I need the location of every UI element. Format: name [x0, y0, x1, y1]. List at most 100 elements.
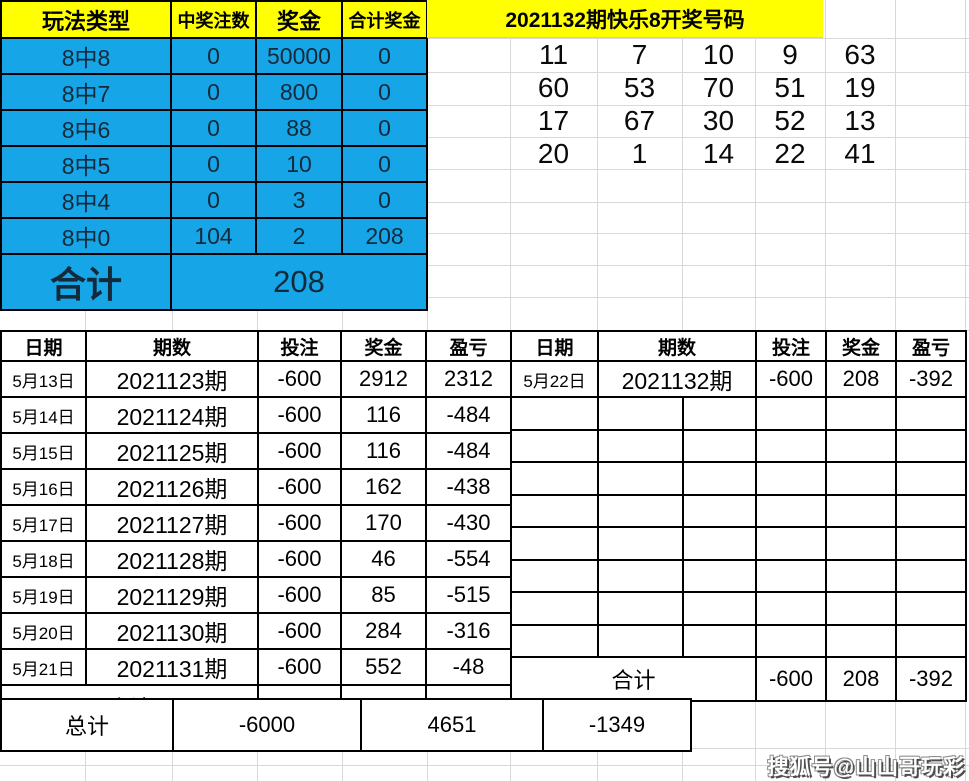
prize-type-cell: 8中0 [0, 217, 172, 255]
period-cell: 2021126期 [85, 468, 259, 506]
table-row [510, 526, 968, 561]
table-row: 合计 -600 208 -392 [509, 656, 968, 702]
empty-cell [825, 526, 898, 561]
table-row: 日期 期数 投注 奖金 盈亏 [510, 330, 968, 362]
empty-cell [755, 558, 828, 593]
prize-header-total: 合计奖金 [341, 0, 428, 39]
empty-cell [597, 623, 684, 658]
col-header-profit: 盈亏 [425, 330, 512, 362]
col-header-bet: 投注 [755, 330, 828, 362]
draw-number: 22 [774, 137, 806, 169]
empty-cell [681, 526, 758, 561]
gridline [0, 297, 969, 298]
prize-count-cell: 0 [170, 181, 257, 219]
period-cell: 2021128期 [85, 540, 259, 578]
prize-type-cell: 8中4 [0, 181, 172, 219]
prize-type-cell: 8中7 [0, 73, 172, 111]
draw-number: 70 [702, 71, 735, 103]
period-cell: 2021132期 [596, 360, 758, 398]
prize-amount-cell: 800 [255, 73, 343, 111]
prize-cell: 85 [340, 576, 427, 614]
bet-cell: -600 [257, 540, 342, 578]
draw-number: 1 [631, 137, 648, 169]
table-row [510, 591, 968, 626]
prize-count-cell: 0 [170, 145, 257, 183]
empty-cell [895, 493, 968, 528]
empty-cell [895, 558, 968, 593]
empty-cell [755, 591, 828, 626]
empty-cell [825, 623, 898, 658]
empty-cell [510, 591, 599, 626]
prize-count-cell: 104 [170, 217, 257, 255]
table-row: 日期 期数 投注 奖金 盈亏 [0, 330, 512, 362]
gridline [0, 765, 969, 766]
prize-count-cell: 0 [170, 73, 257, 111]
date-cell: 5月19日 [0, 576, 87, 614]
col-header-period: 期数 [85, 330, 259, 362]
empty-cell [755, 493, 828, 528]
empty-cell [597, 396, 684, 431]
table-row: 5月14日 2021124期 -600 116 -484 [0, 396, 512, 434]
table-row: 8中7 0 800 0 [0, 73, 428, 111]
period-cell: 2021127期 [85, 504, 259, 542]
draw-number: 52 [774, 104, 806, 136]
profit-cell: -430 [425, 504, 512, 542]
table-row: 5月15日 2021125期 -600 116 -484 [0, 432, 512, 470]
table-row: 5月19日 2021129期 -600 85 -515 [0, 576, 512, 614]
col-header-prize: 奖金 [340, 330, 427, 362]
prize-total-value: 208 [170, 253, 428, 311]
table-row: 5月17日 2021127期 -600 170 -430 [0, 504, 512, 542]
draw-number: 19 [844, 71, 876, 103]
table-row [510, 428, 968, 463]
subtotal-profit: -392 [895, 656, 968, 702]
ledger-table-left: 日期 期数 投注 奖金 盈亏 5月13日 2021123期 -600 2912 … [0, 330, 512, 730]
grand-total-profit: -1349 [544, 700, 690, 750]
bet-cell: -600 [257, 576, 342, 614]
prize-type-cell: 8中8 [0, 37, 172, 75]
empty-cell [681, 623, 758, 658]
empty-cell [681, 558, 758, 593]
draw-number: 53 [623, 71, 656, 103]
table-row: 合计 208 [0, 253, 428, 311]
table-row: 8中4 0 3 0 [0, 181, 428, 219]
empty-cell [825, 461, 898, 496]
bet-cell: -600 [257, 396, 342, 434]
empty-cell [825, 396, 898, 431]
grand-total-bet: -6000 [174, 700, 362, 750]
prize-count-cell: 0 [170, 109, 257, 147]
empty-cell [895, 428, 968, 463]
empty-cell [825, 558, 898, 593]
table-row: 8中0 104 2 208 [0, 217, 428, 255]
date-cell: 5月22日 [510, 360, 599, 398]
prize-total-cell: 208 [341, 217, 428, 255]
draw-number: 41 [844, 137, 876, 169]
gridline [0, 105, 969, 106]
draw-number: 9 [782, 38, 798, 70]
table-row: 5月18日 2021128期 -600 46 -554 [0, 540, 512, 578]
draw-number: 60 [537, 71, 570, 103]
prize-type-cell: 8中5 [0, 145, 172, 183]
prize-total-cell: 0 [341, 73, 428, 111]
empty-cell [825, 428, 898, 463]
prize-header-prize: 奖金 [255, 0, 343, 39]
empty-cell [597, 526, 684, 561]
prize-cell: 162 [340, 468, 427, 506]
grand-total-prize: 4651 [362, 700, 544, 750]
empty-cell [755, 428, 828, 463]
bet-cell: -600 [257, 468, 342, 506]
table-row: 5月16日 2021126期 -600 162 -438 [0, 468, 512, 506]
empty-cell [755, 623, 828, 658]
draw-number: 51 [774, 71, 806, 103]
col-header-profit: 盈亏 [895, 330, 968, 362]
empty-cell [681, 396, 758, 431]
date-cell: 5月13日 [0, 360, 87, 398]
prize-amount-cell: 50000 [255, 37, 343, 75]
table-row [510, 493, 968, 528]
gridline [0, 137, 969, 138]
gridline [0, 72, 969, 73]
empty-cell [681, 428, 758, 463]
empty-cell [755, 461, 828, 496]
bet-cell: -600 [257, 360, 342, 398]
grand-total-row: 总计 -6000 4651 -1349 [0, 698, 692, 752]
bet-cell: -600 [257, 648, 342, 686]
